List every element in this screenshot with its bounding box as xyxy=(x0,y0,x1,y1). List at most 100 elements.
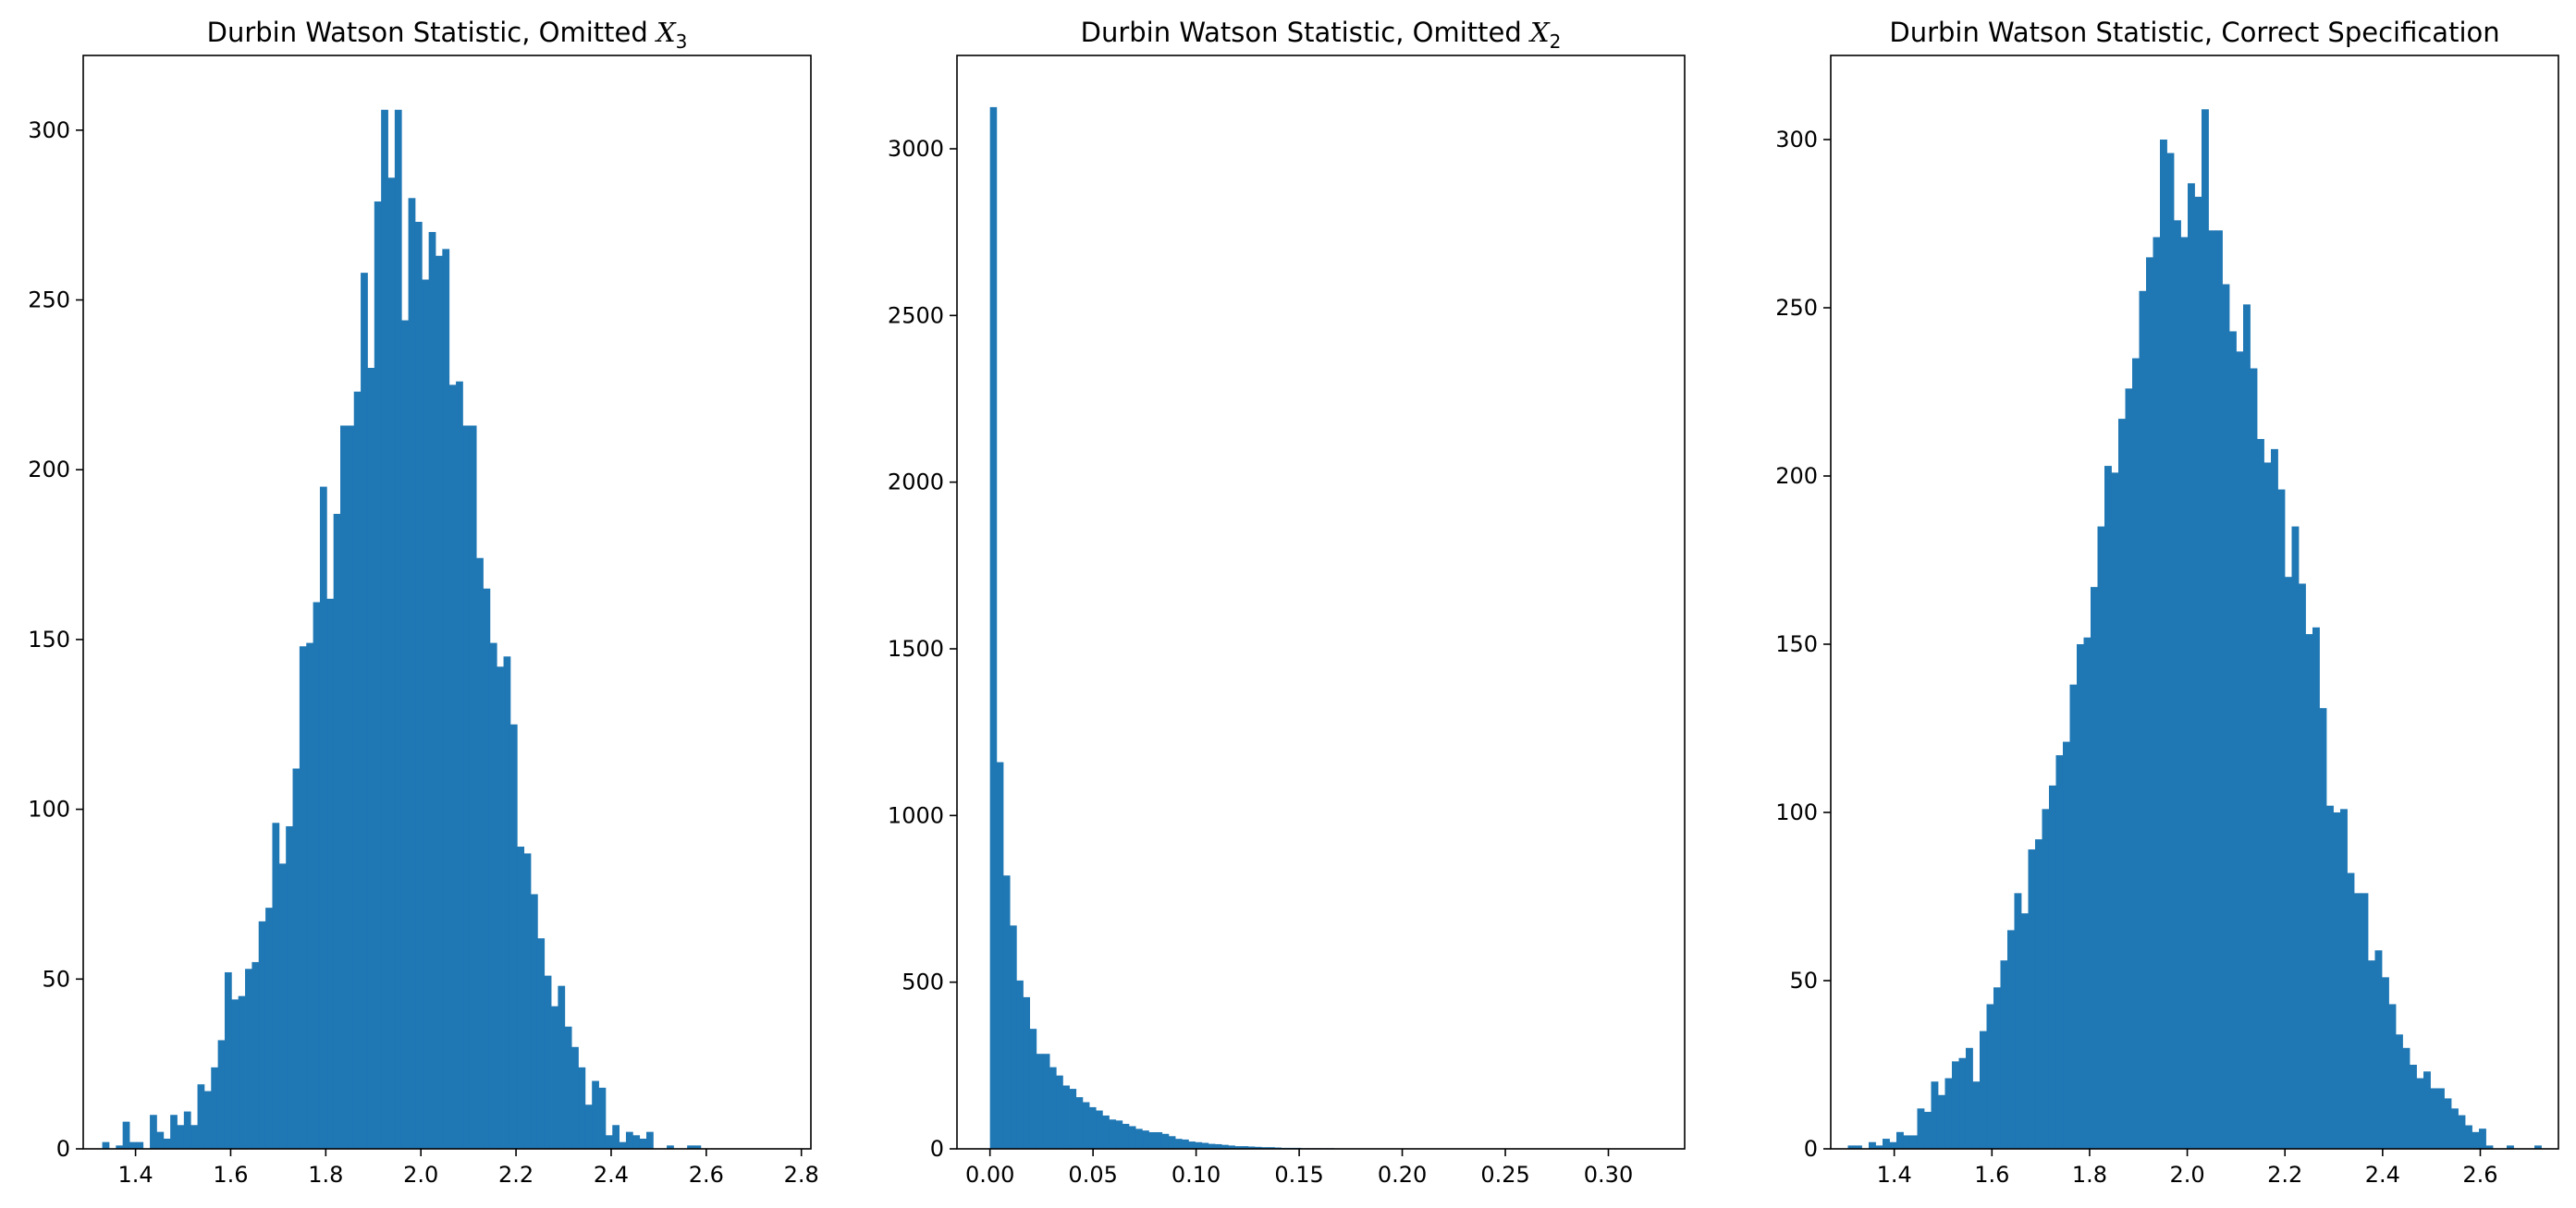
x-tick-label: 2.6 xyxy=(2462,1162,2497,1188)
histogram-bar xyxy=(1002,875,1011,1149)
histogram-bar xyxy=(170,1115,178,1149)
histogram-bar xyxy=(340,425,348,1150)
histogram-bar xyxy=(2451,1108,2459,1149)
histogram-bar xyxy=(367,368,375,1149)
histogram-bar xyxy=(1023,996,1031,1149)
histogram-bar xyxy=(2354,893,2361,1149)
histogram-bar xyxy=(2236,351,2244,1149)
histogram-bar xyxy=(1016,980,1024,1149)
x-tick-label: 0.25 xyxy=(1480,1162,1529,1188)
panel-title: Durbin Watson Statistic, Omitted X3 xyxy=(207,17,688,53)
x-tick-label: 0.20 xyxy=(1378,1162,1427,1188)
histogram-bar xyxy=(251,961,260,1149)
x-tick-label: 0.00 xyxy=(965,1162,1014,1188)
histogram-bar xyxy=(632,1135,641,1149)
y-tick-label: 200 xyxy=(1775,463,1818,489)
histogram-bar xyxy=(1195,1141,1203,1149)
y-tick-label: 100 xyxy=(28,797,70,823)
histogram-bar xyxy=(619,1141,627,1149)
x-tick-label: 1.4 xyxy=(1877,1162,1912,1188)
histogram-bar xyxy=(414,222,423,1149)
y-tick-label: 2500 xyxy=(888,302,944,328)
histogram-bar xyxy=(1958,1057,1967,1149)
histogram-bar xyxy=(2048,785,2056,1149)
histogram-bar xyxy=(2437,1088,2445,1149)
histogram-bar xyxy=(2091,587,2098,1149)
histogram-bar xyxy=(313,602,321,1149)
x-tick-label: 1.4 xyxy=(117,1162,153,1188)
histogram-bar xyxy=(1847,1145,1856,1149)
x-tick-label: 2.0 xyxy=(2169,1162,2204,1188)
histogram-bar xyxy=(1175,1139,1183,1149)
x-tick-label: 2.6 xyxy=(689,1162,724,1188)
histogram-bar xyxy=(381,109,388,1149)
bars-group xyxy=(102,109,702,1150)
axes-frame xyxy=(82,55,812,1150)
histogram-bar xyxy=(353,391,362,1150)
histogram-bar xyxy=(1042,1054,1050,1149)
histogram-bar xyxy=(1903,1135,1911,1149)
y-tick-label: 500 xyxy=(902,970,944,995)
histogram-bar xyxy=(1228,1145,1235,1149)
histogram-bar xyxy=(2083,637,2091,1149)
histogram-bar xyxy=(387,177,396,1149)
histogram-bar xyxy=(2465,1125,2472,1149)
histogram-bar xyxy=(523,853,532,1149)
histogram-bar xyxy=(1115,1120,1123,1149)
histogram-bar xyxy=(639,1138,647,1149)
histogram-bar xyxy=(2534,1145,2542,1149)
x-tick-label: 0.30 xyxy=(1584,1162,1633,1188)
panel-title-variable: X xyxy=(655,17,677,48)
histogram-bar xyxy=(1923,1111,1932,1149)
histogram-bar xyxy=(1168,1136,1176,1149)
histogram-bar xyxy=(2410,1065,2417,1149)
histogram-bar xyxy=(2263,462,2272,1149)
histogram-bar xyxy=(238,995,246,1149)
histogram-bar xyxy=(462,425,471,1150)
x-tick-label: 0.10 xyxy=(1171,1162,1221,1188)
histogram-bar xyxy=(2222,284,2230,1149)
histogram-bar xyxy=(989,106,998,1149)
histogram-bar xyxy=(2250,368,2258,1149)
bars-group xyxy=(1847,109,2542,1150)
histogram-bar xyxy=(2305,634,2313,1149)
histogram-bar xyxy=(435,255,443,1149)
histogram-bar xyxy=(326,598,335,1149)
y-tick-label: 300 xyxy=(1775,127,1818,153)
histogram-bar xyxy=(2062,741,2070,1149)
histogram-bar xyxy=(2139,290,2147,1149)
histogram-bar xyxy=(2132,358,2140,1150)
histogram-bar xyxy=(1069,1089,1077,1149)
histogram-bar xyxy=(1889,1141,1897,1149)
histogram-bar xyxy=(1986,1004,1994,1149)
y-tick-label: 50 xyxy=(42,966,70,992)
x-tick-label: 1.6 xyxy=(213,1162,248,1188)
histogram-bar xyxy=(2285,577,2292,1149)
histogram-bar xyxy=(1965,1047,1973,1149)
histogram-bar xyxy=(2388,1004,2397,1149)
histogram-bar xyxy=(2069,684,2078,1149)
histogram-bar xyxy=(2485,1145,2494,1149)
y-tick-label: 50 xyxy=(1789,968,1818,994)
histogram-bar xyxy=(272,823,280,1149)
histogram-bar xyxy=(1909,1135,1918,1149)
histogram-bar xyxy=(1075,1097,1084,1149)
histogram-bar xyxy=(2340,809,2348,1149)
histogram-bar xyxy=(2202,109,2209,1150)
histogram-bar xyxy=(2000,960,2008,1149)
y-tick-label: 250 xyxy=(28,287,70,313)
histogram-bar xyxy=(2291,526,2300,1149)
histogram-bar xyxy=(469,425,477,1150)
histogram-bar xyxy=(1895,1131,1904,1149)
histogram-bar xyxy=(1082,1102,1090,1149)
histogram-bar xyxy=(2374,950,2383,1149)
histogram-bar xyxy=(2180,237,2189,1149)
histogram-bar xyxy=(1868,1141,1876,1149)
histogram-bar xyxy=(996,762,1004,1149)
x-tick-label: 2.8 xyxy=(784,1162,819,1188)
histogram-bar xyxy=(2430,1088,2438,1149)
histogram-bar xyxy=(1148,1131,1156,1149)
histogram-bar xyxy=(489,642,497,1149)
histogram-bar xyxy=(1102,1115,1110,1149)
